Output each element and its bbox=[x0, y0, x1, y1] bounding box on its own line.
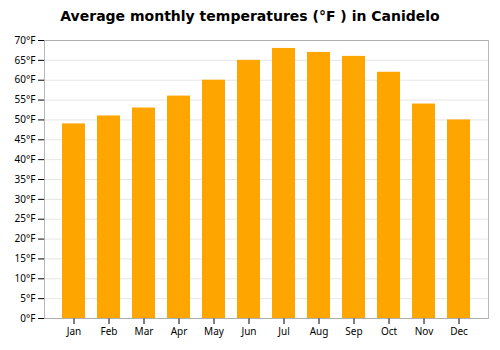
svg-text:Sep: Sep bbox=[345, 324, 362, 338]
svg-text:40°F: 40°F bbox=[15, 152, 36, 166]
svg-text:55°F: 55°F bbox=[15, 92, 36, 106]
svg-text:Apr: Apr bbox=[171, 324, 188, 338]
svg-text:Feb: Feb bbox=[101, 324, 118, 338]
svg-text:Jan: Jan bbox=[66, 324, 82, 338]
svg-text:10°F: 10°F bbox=[15, 271, 36, 285]
svg-text:45°F: 45°F bbox=[15, 132, 36, 146]
svg-text:25°F: 25°F bbox=[15, 211, 36, 225]
svg-text:5°F: 5°F bbox=[20, 291, 35, 305]
svg-text:Oct: Oct bbox=[381, 324, 398, 338]
svg-text:70°F: 70°F bbox=[15, 33, 36, 47]
svg-text:65°F: 65°F bbox=[15, 53, 36, 67]
svg-text:Aug: Aug bbox=[310, 324, 329, 338]
svg-text:15°F: 15°F bbox=[15, 251, 36, 265]
html-text:Average monthly temperatures (: Average monthly temperatures (°F ) in Ca… bbox=[60, 8, 440, 24]
svg-text:0°F: 0°F bbox=[20, 311, 35, 325]
svg-text:35°F: 35°F bbox=[15, 172, 36, 186]
svg-text:May: May bbox=[204, 324, 225, 338]
svg-text:60°F: 60°F bbox=[15, 72, 36, 86]
svg-text:30°F: 30°F bbox=[15, 192, 36, 206]
svg-text:20°F: 20°F bbox=[15, 231, 36, 245]
svg-text:Dec: Dec bbox=[450, 324, 468, 338]
svg-text:Jul: Jul bbox=[277, 324, 290, 338]
svg-text:Nov: Nov bbox=[415, 324, 434, 338]
svg-text:50°F: 50°F bbox=[15, 112, 36, 126]
svg-text:Jun: Jun bbox=[240, 324, 256, 338]
svg-text:Mar: Mar bbox=[135, 324, 154, 338]
